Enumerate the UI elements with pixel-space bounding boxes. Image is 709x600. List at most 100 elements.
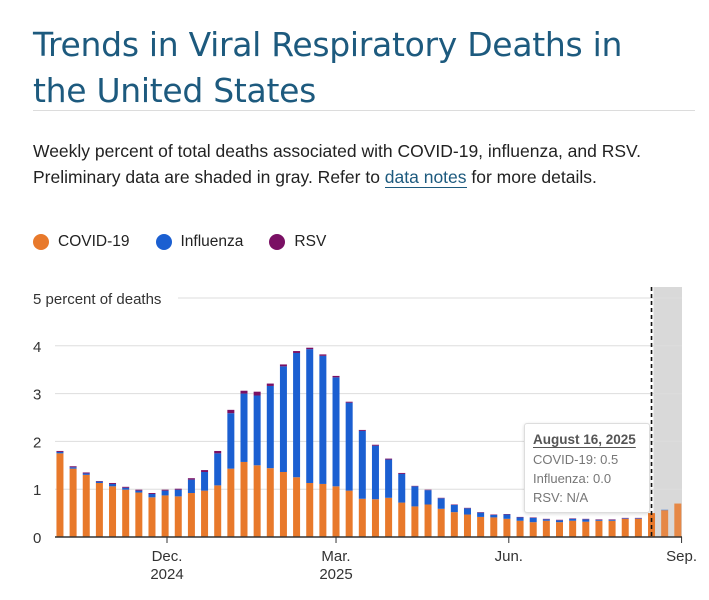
bar-influenza	[332, 377, 340, 487]
y-tick-label: 2	[33, 434, 41, 451]
bar-influenza	[595, 519, 603, 521]
bar-influenza	[490, 515, 498, 518]
bar-influenza	[266, 385, 274, 469]
bar-covid-19	[109, 486, 117, 537]
bar-covid-19	[266, 468, 274, 537]
chart-tooltip: August 16, 2025 COVID-19: 0.5 Influenza:…	[524, 423, 650, 513]
bar-influenza	[542, 519, 550, 521]
bar-rsv	[174, 488, 182, 490]
chart-legend: COVID-19 Influenza RSV	[33, 233, 326, 251]
bar-rsv	[214, 450, 222, 454]
bar-covid-19	[332, 486, 340, 537]
bar-covid-19	[214, 485, 222, 537]
tooltip-covid: COVID-19: 0.5	[533, 452, 619, 467]
legend-item-influenza[interactable]: Influenza	[155, 233, 244, 251]
bar-influenza	[122, 487, 130, 490]
bar-influenza	[240, 393, 248, 462]
bar-covid-19	[122, 489, 130, 537]
bar-influenza	[411, 486, 419, 507]
legend-item-rsv[interactable]: RSV	[269, 233, 326, 251]
bar-rsv	[161, 489, 169, 491]
y-tick-label: 5 percent of deaths	[33, 291, 161, 308]
bar-rsv	[253, 391, 261, 396]
preliminary-shading	[653, 287, 682, 537]
bar-influenza	[319, 355, 327, 484]
bar-rsv	[122, 486, 130, 488]
bar-influenza	[214, 453, 222, 486]
tooltip-date: August 16, 2025	[533, 432, 636, 447]
description-text-end: for more details.	[466, 167, 597, 187]
bar-influenza	[582, 519, 590, 522]
x-tick-sublabel: 2024	[150, 566, 183, 583]
x-tick-label: Jun.	[495, 548, 523, 565]
bar-covid-19	[82, 474, 90, 537]
bar-influenza	[56, 451, 64, 454]
bar-influenza	[227, 413, 235, 469]
bar-covid-19	[293, 477, 301, 537]
y-tick-label: 0	[33, 530, 41, 547]
bar-covid-19	[398, 502, 406, 537]
bar-influenza	[358, 430, 366, 499]
bar-rsv	[109, 482, 117, 484]
tooltip-rsv: RSV: N/A	[533, 490, 589, 505]
bar-influenza	[608, 519, 616, 521]
bar-rsv	[371, 444, 379, 446]
x-tick-label: Mar.	[321, 548, 350, 565]
bar-influenza	[437, 498, 445, 509]
y-tick-label: 3	[33, 387, 41, 404]
description-text: Preliminary data are shaded in gray. Ref…	[33, 167, 385, 187]
bar-rsv	[82, 472, 90, 474]
bar-covid-19	[634, 518, 642, 537]
bar-covid-19	[148, 497, 156, 537]
bar-covid-19	[595, 520, 603, 537]
bar-influenza	[161, 490, 169, 496]
bar-influenza	[293, 352, 301, 478]
bar-covid-19	[227, 468, 235, 537]
bar-covid-19	[358, 498, 366, 537]
bar-covid-19	[201, 490, 209, 537]
bar-influenza	[306, 349, 314, 483]
data-notes-link[interactable]: data notes	[384, 167, 467, 188]
influenza-dot-icon	[155, 234, 172, 250]
bar-rsv	[135, 489, 143, 491]
bar-rsv	[240, 390, 248, 394]
bar-influenza	[279, 366, 287, 472]
y-tick-label: 4	[33, 339, 41, 356]
bar-covid-19	[437, 508, 445, 537]
chart-description: Weekly percent of total deaths associate…	[33, 138, 693, 190]
bar-covid-19	[503, 518, 511, 537]
tooltip-influenza: Influenza: 0.0	[533, 471, 612, 486]
description-line-1: Weekly percent of total deaths associate…	[33, 141, 641, 161]
bar-influenza	[516, 517, 524, 521]
bar-rsv	[306, 347, 314, 350]
bar-covid-19	[529, 522, 537, 537]
bar-covid-19	[240, 461, 248, 537]
bar-rsv	[332, 375, 340, 378]
bar-covid-19	[674, 503, 682, 537]
legend-item-covid[interactable]: COVID-19	[33, 233, 130, 251]
bar-covid-19	[569, 520, 577, 537]
bar-covid-19	[516, 520, 524, 537]
bar-covid-19	[95, 482, 103, 537]
bar-covid-19	[450, 512, 458, 537]
bar-influenza	[450, 504, 458, 513]
bar-covid-19	[187, 493, 195, 537]
bar-covid-19	[542, 520, 550, 537]
bar-rsv	[187, 478, 195, 480]
bar-influenza	[109, 483, 117, 487]
legend-label: Influenza	[180, 233, 244, 250]
bar-covid-19	[56, 453, 64, 537]
page-title: Trends in Viral Respiratory Deaths in th…	[33, 25, 623, 110]
bar-influenza	[253, 395, 261, 466]
bar-covid-19	[463, 514, 471, 537]
bar-covid-19	[424, 504, 432, 537]
bar-influenza	[463, 508, 471, 515]
bar-covid-19	[385, 497, 393, 537]
bar-influenza	[135, 490, 143, 493]
bar-influenza	[371, 445, 379, 500]
bar-rsv	[279, 364, 287, 367]
bar-influenza	[201, 471, 209, 491]
bar-rsv	[398, 472, 406, 474]
bar-influenza	[187, 479, 195, 494]
